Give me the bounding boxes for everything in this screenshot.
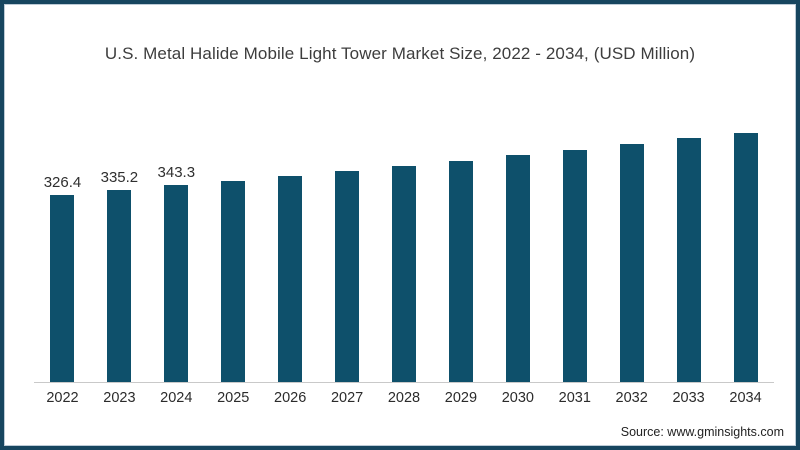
x-tick-label-2027: 2027 [330, 390, 364, 406]
x-tick-label-2031: 2031 [558, 390, 591, 406]
bar-column-2026 [262, 100, 319, 382]
bar-column-2027 [319, 100, 376, 382]
bar-column-2033 [660, 100, 717, 382]
bar-value-label-2024: 343.3 [157, 164, 196, 182]
x-axis-line [34, 382, 774, 383]
x-tick-label-2032: 2032 [615, 390, 648, 406]
bar-value-label-2023: 335.2 [100, 168, 139, 186]
x-tick-label-2028: 2028 [387, 390, 421, 406]
bar-column-2022: 326.4 [34, 100, 91, 382]
bar-2032 [619, 144, 644, 382]
bar-2034 [733, 132, 758, 382]
bar-2026 [278, 175, 303, 382]
bar-2023 [107, 189, 132, 382]
bar-2022 [50, 194, 75, 382]
x-tick-label-2033: 2033 [672, 390, 705, 406]
bar-column-2031 [546, 100, 603, 382]
x-tick-label-2034: 2034 [729, 390, 762, 406]
bar-2033 [676, 138, 701, 382]
x-tick-label-2023: 2023 [103, 390, 136, 406]
bars-row: 326.4 335.2 343.3 [34, 100, 774, 382]
bar-column-2028 [376, 100, 433, 382]
bar-column-2029 [432, 100, 489, 382]
bar-2031 [562, 149, 587, 382]
bar-2025 [221, 180, 246, 382]
x-tick-label-2030: 2030 [501, 390, 534, 406]
x-tick-label-2026: 2026 [274, 390, 307, 406]
x-tick-label-2029: 2029 [444, 390, 478, 406]
bar-2027 [335, 170, 360, 382]
x-axis-labels: 2022 2023 2024 2025 2026 2027 2028 2029 2030 2031… [34, 390, 774, 406]
bar-2030 [505, 155, 530, 382]
x-tick-label-2024: 2024 [160, 390, 193, 406]
bar-column-2030 [489, 100, 546, 382]
x-tick-label-2022: 2022 [46, 390, 79, 406]
bar-2024 [164, 185, 189, 382]
bar-2029 [448, 160, 473, 382]
plot-area: 326.4 335.2 343.3 2022 2023 2024 2025 2026 2027… [34, 100, 774, 406]
chart-title: U.S. Metal Halide Mobile Light Tower Mar… [104, 44, 696, 63]
bar-column-2034 [717, 100, 774, 382]
source-attribution: Source: www.gminsights.com [620, 425, 784, 439]
bar-2028 [391, 165, 416, 382]
x-tick-label-2025: 2025 [217, 390, 250, 406]
bar-value-label-2022: 326.4 [43, 173, 82, 191]
bar-column-2023: 335.2 [91, 100, 148, 382]
bar-column-2025 [205, 100, 262, 382]
bar-column-2024: 343.3 [148, 100, 205, 382]
bar-column-2032 [603, 100, 660, 382]
